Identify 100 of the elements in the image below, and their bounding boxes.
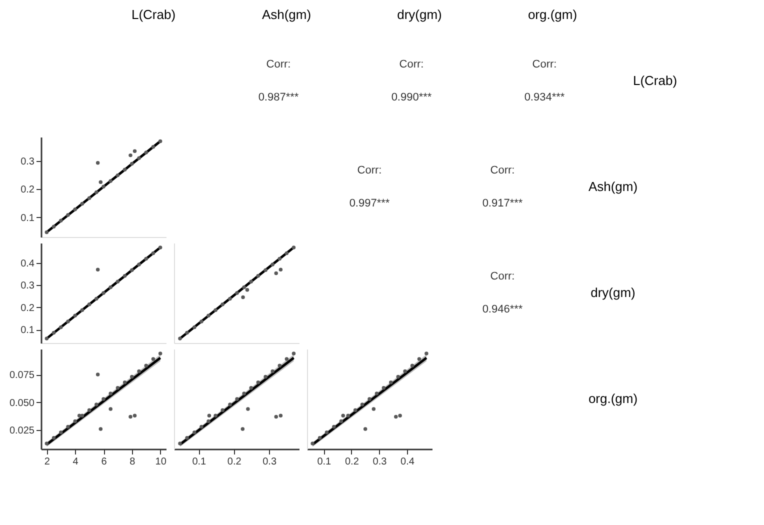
text: 0.946***: [482, 304, 524, 316]
point: [102, 291, 106, 295]
point: [73, 419, 77, 424]
point: [341, 414, 345, 418]
point: [228, 402, 232, 406]
point: [207, 414, 212, 418]
text: 0.997***: [349, 198, 390, 210]
point: [122, 168, 127, 172]
point: [185, 330, 189, 335]
y-tick-label: 0.3: [20, 280, 35, 292]
point: [122, 380, 127, 384]
point: [80, 308, 84, 312]
point: [44, 336, 49, 340]
point: [96, 161, 100, 165]
point: [98, 180, 103, 184]
point: [353, 408, 358, 412]
point: [228, 296, 232, 301]
text: Corr:: [266, 58, 291, 70]
point: [137, 156, 141, 160]
point: [80, 202, 84, 206]
point: [80, 414, 84, 418]
point: [264, 268, 268, 272]
point: [284, 357, 289, 361]
x-tick-label: 4: [72, 456, 79, 468]
point: [389, 380, 393, 384]
point: [66, 424, 70, 429]
x-tick-label: 0.3: [262, 456, 277, 468]
point: [292, 246, 296, 250]
point: [241, 295, 245, 300]
point: [256, 274, 260, 278]
x-tick-label: 6: [101, 456, 108, 468]
point: [284, 251, 289, 256]
x-tick-label: 8: [130, 456, 136, 468]
point: [158, 139, 162, 144]
point: [206, 314, 210, 318]
point: [137, 369, 141, 374]
point: [59, 218, 63, 223]
text: L(Crab): [131, 7, 176, 22]
y-tick-label: 0.2: [20, 302, 35, 314]
point: [108, 407, 112, 411]
point: [59, 430, 63, 434]
point: [242, 392, 246, 396]
text: 0.917***: [482, 198, 524, 210]
point: [116, 173, 120, 178]
point: [94, 402, 98, 406]
x-tick-label: 0.1: [317, 456, 332, 468]
point: [130, 374, 134, 379]
x-tick-label: 0.1: [192, 456, 207, 468]
y-tick-label: 0.025: [9, 426, 35, 437]
point: [235, 397, 239, 401]
point: [242, 285, 246, 290]
point: [52, 436, 56, 440]
point: [278, 268, 283, 272]
y-tick-label: 0.050: [9, 398, 35, 409]
point: [363, 427, 368, 431]
point: [264, 374, 268, 379]
point: [339, 419, 344, 424]
point: [144, 256, 148, 261]
text: Corr:: [357, 164, 382, 176]
point: [424, 352, 428, 356]
point: [87, 408, 92, 412]
point: [394, 414, 398, 419]
point: [178, 336, 182, 340]
point: [116, 386, 120, 390]
point: [214, 414, 218, 418]
point: [102, 397, 106, 401]
point: [292, 352, 296, 356]
text: 0.990***: [391, 92, 432, 104]
point: [274, 271, 278, 276]
point: [122, 274, 127, 278]
point: [94, 190, 98, 194]
point: [132, 149, 137, 153]
y-tick-label: 0.3: [20, 156, 35, 168]
point: [240, 427, 245, 431]
point: [116, 280, 120, 284]
y-tick-label: 0.1: [20, 325, 35, 336]
point: [249, 280, 253, 284]
point: [278, 256, 282, 261]
point: [52, 330, 56, 335]
point: [185, 436, 189, 440]
y-tick-label: 0.2: [20, 184, 35, 196]
text: Corr:: [490, 164, 515, 176]
point: [130, 268, 134, 272]
point: [382, 386, 386, 390]
point: [374, 392, 379, 396]
x-tick-label: 0.3: [372, 456, 388, 468]
text: org.(gm): [528, 7, 578, 22]
point: [144, 364, 148, 368]
point: [246, 407, 250, 411]
text: Ash(gm): [588, 179, 638, 194]
point: [151, 357, 156, 361]
text: org.(gm): [588, 391, 638, 406]
point: [214, 308, 218, 312]
point: [66, 320, 70, 324]
point: [192, 325, 196, 330]
point: [137, 262, 141, 266]
point: [108, 285, 112, 290]
point: [270, 262, 274, 266]
x-tick-label: 2: [44, 456, 50, 468]
point: [94, 296, 98, 301]
